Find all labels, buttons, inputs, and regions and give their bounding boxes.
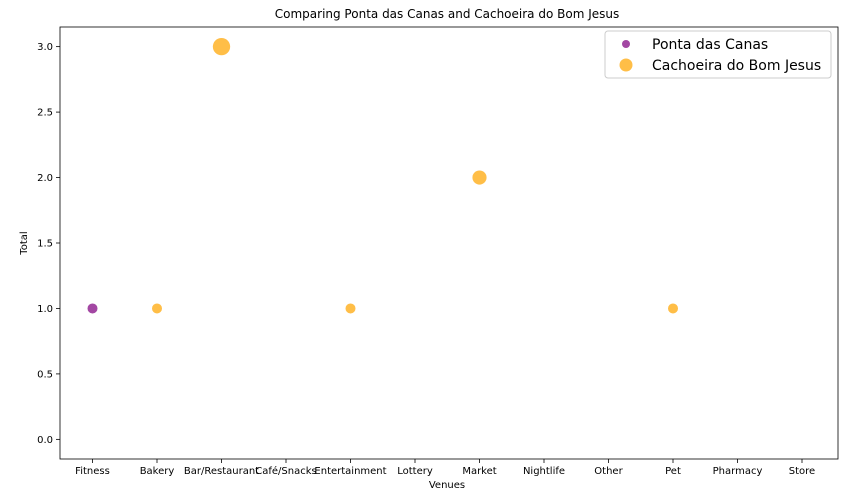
data-point bbox=[668, 303, 678, 314]
x-tick-label: Bar/Restaurant bbox=[184, 466, 259, 477]
y-tick-label: 1.5 bbox=[37, 239, 53, 250]
y-tick-label: 0.5 bbox=[37, 369, 53, 380]
data-point bbox=[87, 303, 98, 314]
data-point bbox=[212, 37, 231, 56]
x-tick-label: Fitness bbox=[75, 466, 110, 477]
x-tick-label: Café/Snacks bbox=[255, 465, 316, 477]
chart-title: Comparing Ponta das Canas and Cachoeira … bbox=[275, 7, 619, 21]
y-tick-label: 0.0 bbox=[37, 435, 53, 446]
x-axis: Fitness Bakery Bar/RestaurantCafé/SnacksEn… bbox=[75, 459, 815, 477]
legend-label: Cachoeira do Bom Jesus bbox=[652, 58, 821, 74]
x-axis-label: Venues bbox=[429, 480, 465, 491]
y-tick-label: 2.5 bbox=[37, 108, 53, 119]
legend: Ponta das Canas Cachoeira do Bom Jesus bbox=[604, 30, 832, 79]
data-point bbox=[152, 303, 162, 314]
data-points bbox=[87, 37, 678, 314]
y-tick-label: 1.0 bbox=[37, 304, 53, 315]
x-tick-label: Pharmacy bbox=[713, 466, 763, 477]
legend-marker bbox=[619, 58, 633, 72]
y-axis: 0.0 0.5 1.0 1.5 2.0 2.5 3.0 bbox=[37, 42, 60, 446]
x-tick-label: Pet bbox=[665, 466, 681, 477]
legend-box bbox=[604, 30, 832, 79]
x-tick-label: Store bbox=[789, 466, 815, 477]
y-tick-label: 3.0 bbox=[37, 42, 53, 53]
x-tick-label: Other bbox=[594, 466, 623, 477]
x-tick-label: Bakery bbox=[140, 466, 175, 477]
x-tick-label: Entertainment bbox=[314, 466, 386, 477]
y-axis-label: Total bbox=[19, 231, 30, 255]
x-tick-label: Market bbox=[462, 466, 496, 477]
plot-area-frame bbox=[59, 26, 839, 460]
legend-marker bbox=[622, 40, 630, 48]
y-tick-label: 2.0 bbox=[37, 173, 53, 184]
x-tick-label: Lottery bbox=[397, 466, 433, 477]
legend-label: Ponta das Canas bbox=[652, 37, 768, 53]
data-point bbox=[345, 303, 356, 314]
x-tick-label: Nightlife bbox=[523, 466, 565, 477]
data-point bbox=[472, 170, 487, 185]
